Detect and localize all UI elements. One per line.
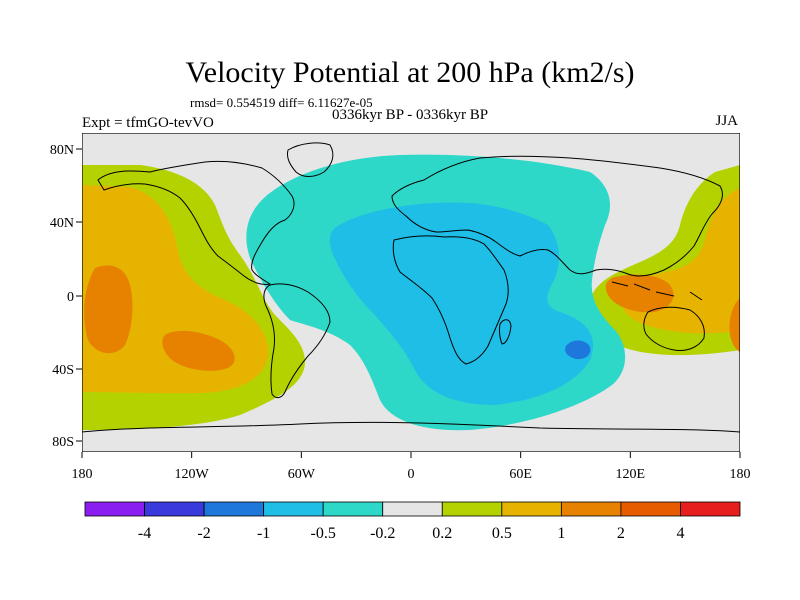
warm-pool-positive-core-b	[729, 298, 740, 352]
lon-tick-label: 120W	[175, 467, 210, 482]
latitude-axis: 80N 40N 0 40S 80S	[50, 143, 82, 450]
lon-tick-label: 120E	[616, 467, 646, 482]
colorbar-label: -0.2	[370, 525, 395, 542]
colorbar-label: 1	[557, 525, 565, 542]
colorbar-swatch	[203, 501, 265, 517]
lon-tick-label: 180	[730, 467, 751, 482]
experiment-label: Expt = tfmGO-tevVO	[82, 115, 214, 131]
colorbar-label: -2	[197, 525, 210, 542]
lat-tick-label: 40N	[50, 216, 74, 231]
coastline-australia	[643, 306, 705, 351]
coastline-greenland	[287, 142, 334, 177]
lon-tick-label: 60W	[288, 467, 316, 482]
figure-title: Velocity Potential at 200 hPa (km2/s)	[185, 56, 634, 89]
colorbar-label: -4	[138, 525, 151, 542]
colorbar-swatch	[263, 501, 324, 517]
colorbar-swatch	[84, 501, 145, 517]
indian-ocean-negative-core	[565, 340, 591, 360]
colorbar: -4 -2 -1 -0.5 -0.2 0.2 0.5 1 2 4	[84, 501, 741, 542]
period-label: 0336kyr BP - 0336kyr BP	[332, 107, 488, 123]
coastlines	[82, 142, 740, 433]
colorbar-swatch	[144, 501, 205, 517]
pacific-positive-core-south	[162, 330, 235, 371]
colorbar-label: -0.5	[311, 525, 336, 542]
lat-tick-label: 80S	[52, 435, 74, 450]
warm-pool-positive-core-a	[605, 274, 674, 313]
colorbar-label: -1	[257, 525, 270, 542]
colorbar-swatch	[501, 501, 562, 517]
coastline-eurasia	[391, 155, 723, 277]
coastline-south-america	[263, 283, 331, 399]
coastline-madagascar	[498, 319, 512, 345]
colorbar-swatch	[382, 501, 443, 517]
lat-tick-label: 40S	[52, 363, 74, 378]
colorbar-label: 2	[617, 525, 625, 542]
lat-tick-label: 0	[67, 290, 74, 305]
map-panel	[82, 133, 740, 452]
lat-tick-label: 80N	[50, 143, 74, 158]
lon-tick-label: 0	[408, 467, 415, 482]
colorbar-label: 0.5	[492, 525, 512, 542]
longitude-axis: 180 120W 60W 0 60E 120E 180	[72, 452, 751, 482]
colorbar-label: 4	[676, 525, 684, 542]
stats-line: rmsd= 0.554519 diff= 6.11627e-05	[190, 95, 373, 110]
colorbar-swatch	[441, 501, 503, 517]
colorbar-swatch	[620, 501, 681, 517]
coastline-north-america	[97, 160, 295, 285]
colorbar-label: 0.2	[432, 525, 452, 542]
coastline-antarctica	[82, 421, 740, 433]
pacific-positive-core-north	[84, 265, 133, 354]
season-label: JJA	[715, 113, 738, 129]
coastline-africa	[392, 235, 509, 365]
lon-tick-label: 60E	[509, 467, 532, 482]
colorbar-swatch	[322, 501, 384, 517]
lon-tick-label: 180	[72, 467, 93, 482]
colorbar-swatch	[680, 501, 741, 517]
colorbar-swatch	[560, 501, 622, 517]
coastline-maritime-continent	[611, 281, 703, 301]
